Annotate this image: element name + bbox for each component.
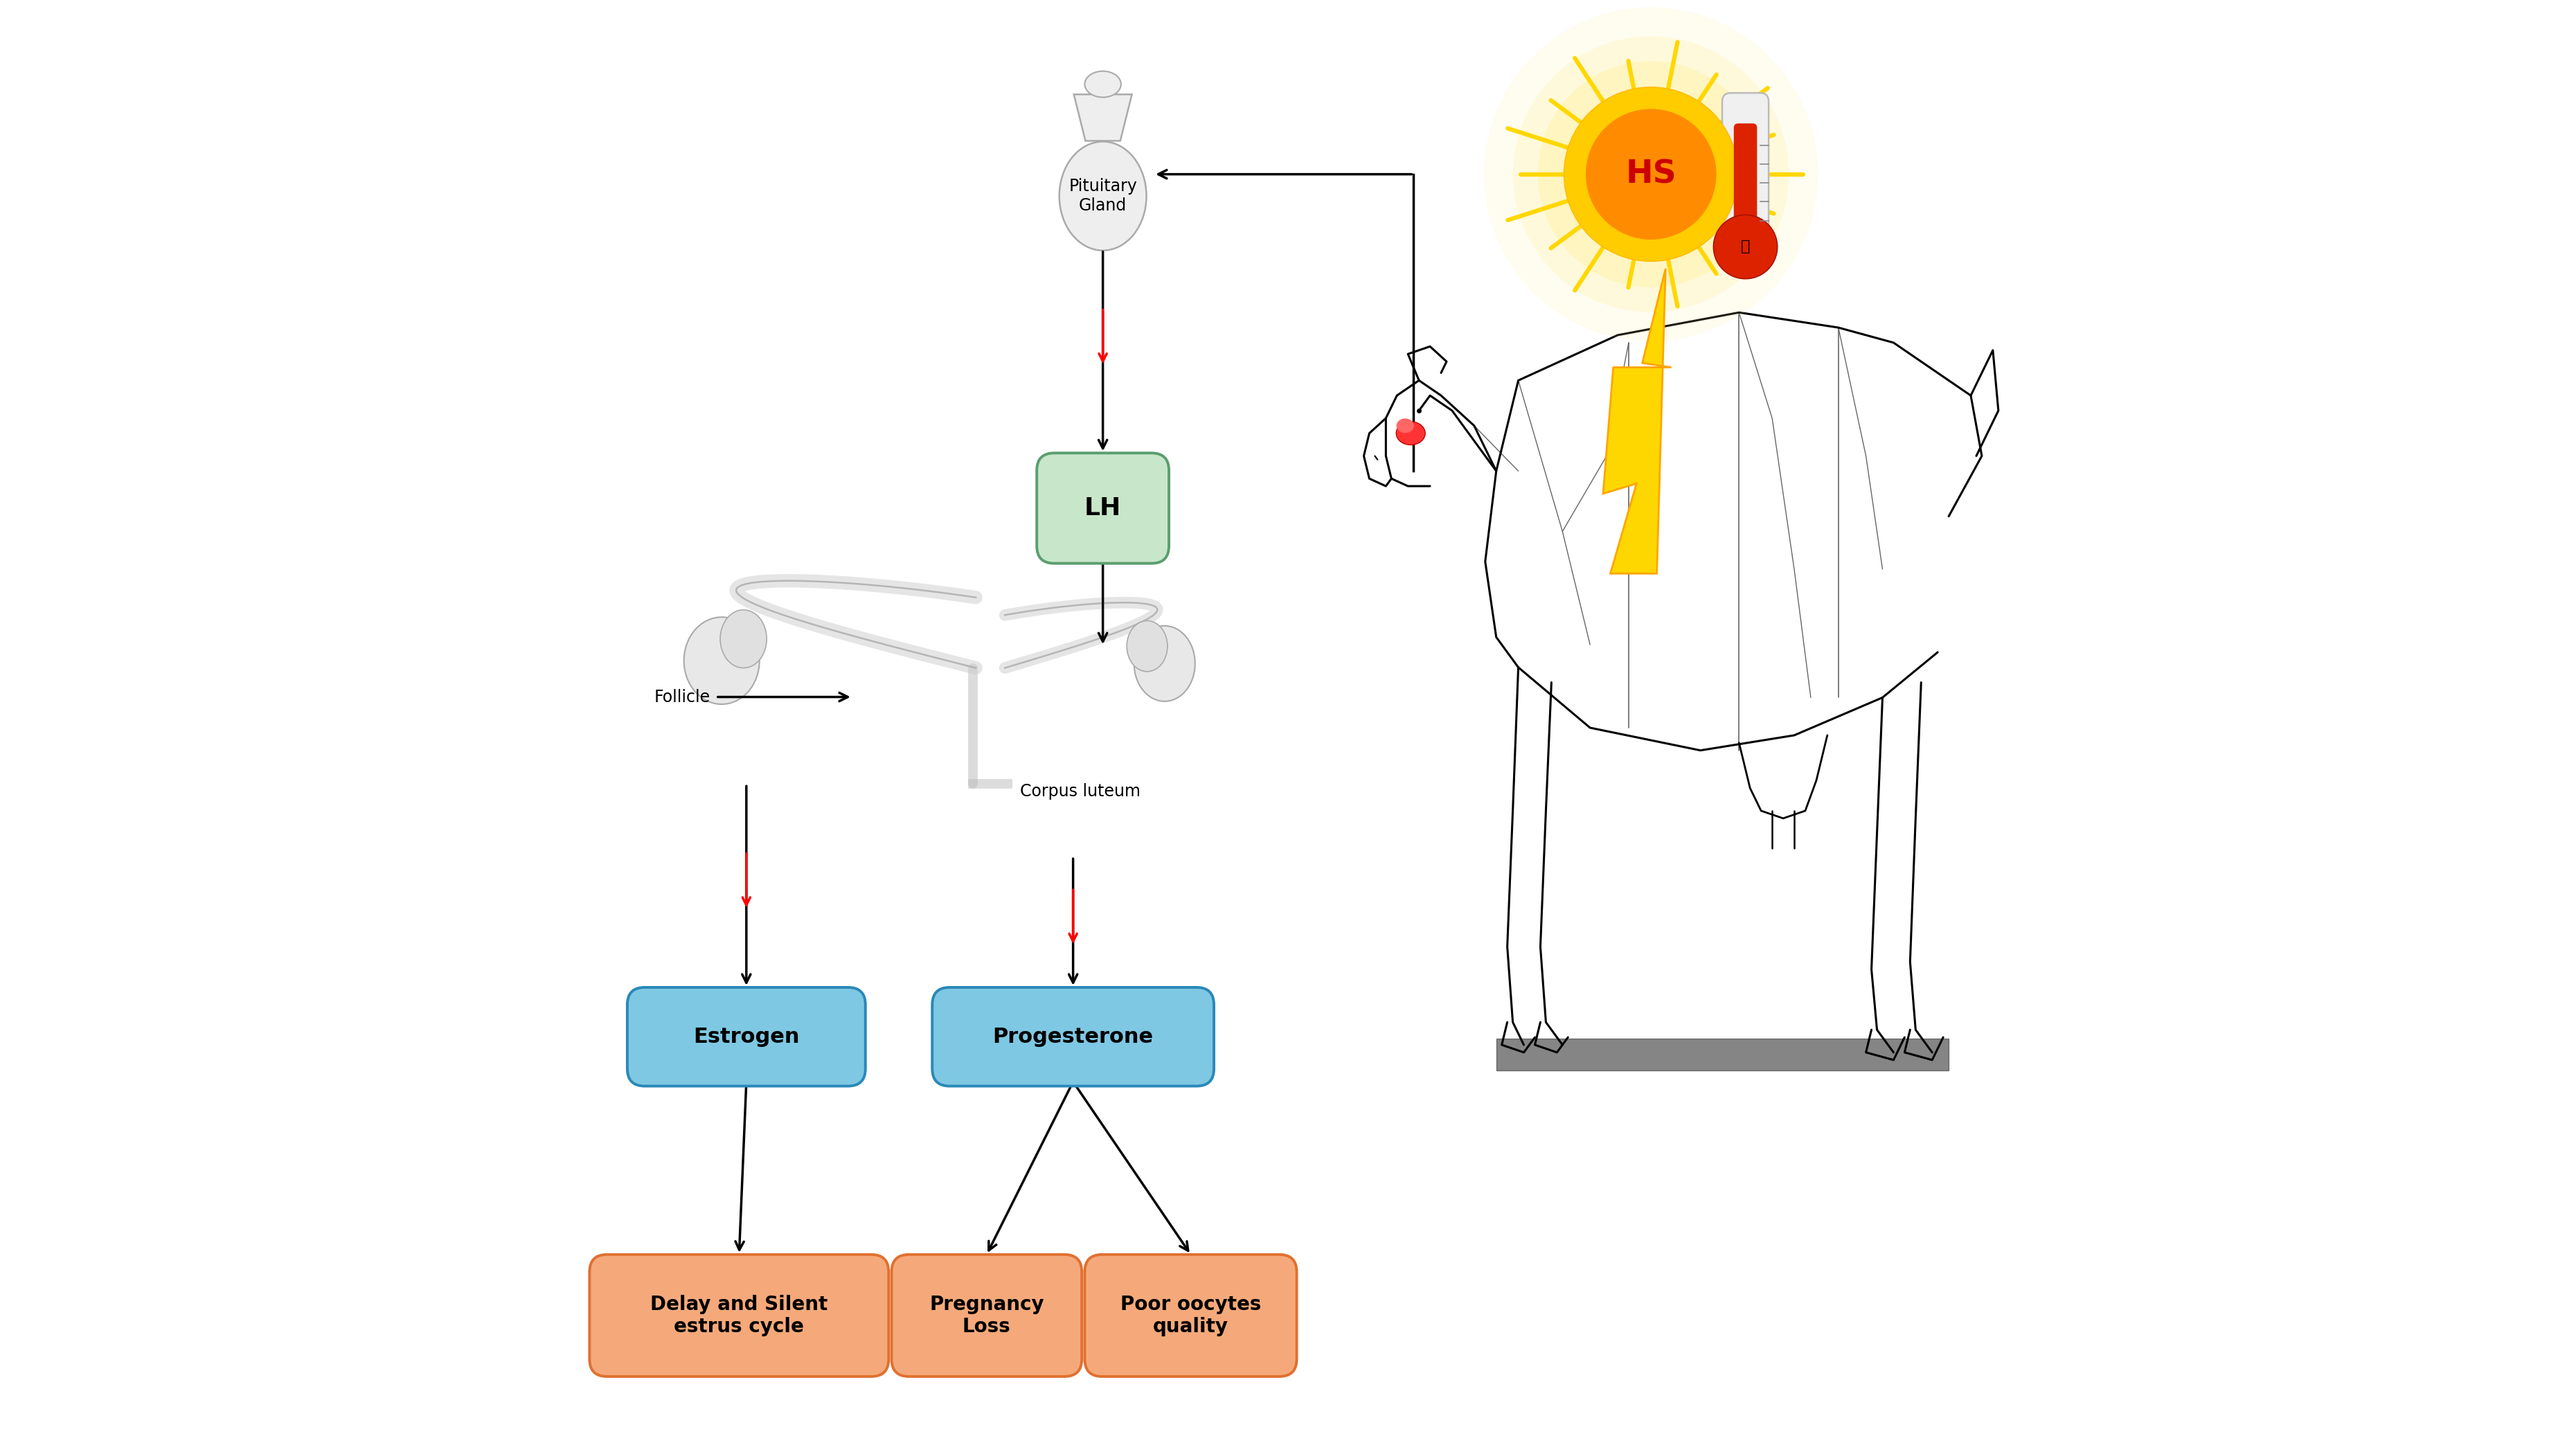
- Ellipse shape: [721, 610, 768, 668]
- Text: Estrogen: Estrogen: [693, 1027, 799, 1047]
- FancyBboxPatch shape: [1723, 93, 1770, 263]
- Ellipse shape: [1126, 621, 1167, 671]
- Ellipse shape: [1133, 626, 1195, 701]
- Circle shape: [1587, 109, 1716, 240]
- Ellipse shape: [683, 617, 760, 704]
- Text: Delay and Silent
estrus cycle: Delay and Silent estrus cycle: [649, 1295, 827, 1336]
- Text: Follicle: Follicle: [654, 688, 711, 706]
- Text: Corpus luteum: Corpus luteum: [1020, 783, 1141, 800]
- Text: LH: LH: [1084, 497, 1121, 520]
- Text: Pituitary
Gland: Pituitary Gland: [1069, 179, 1136, 213]
- FancyBboxPatch shape: [590, 1255, 889, 1376]
- FancyBboxPatch shape: [891, 1255, 1082, 1376]
- FancyBboxPatch shape: [1734, 123, 1757, 248]
- Circle shape: [1538, 61, 1765, 287]
- Circle shape: [1484, 7, 1819, 341]
- Polygon shape: [1074, 94, 1131, 141]
- Circle shape: [1713, 215, 1777, 279]
- Text: Poor oocytes
quality: Poor oocytes quality: [1121, 1295, 1262, 1336]
- Text: HS: HS: [1625, 158, 1677, 190]
- Circle shape: [1512, 36, 1788, 312]
- Text: Pregnancy
Loss: Pregnancy Loss: [930, 1295, 1043, 1336]
- Ellipse shape: [1396, 418, 1414, 433]
- Ellipse shape: [1396, 421, 1425, 444]
- Polygon shape: [1602, 269, 1672, 574]
- Ellipse shape: [1059, 142, 1146, 251]
- FancyBboxPatch shape: [1036, 453, 1170, 563]
- Circle shape: [1564, 87, 1739, 261]
- Text: Progesterone: Progesterone: [992, 1027, 1154, 1047]
- FancyBboxPatch shape: [629, 987, 866, 1086]
- Ellipse shape: [1084, 71, 1121, 97]
- FancyBboxPatch shape: [1084, 1255, 1296, 1376]
- Text: 🔥: 🔥: [1741, 240, 1749, 254]
- FancyBboxPatch shape: [933, 987, 1213, 1086]
